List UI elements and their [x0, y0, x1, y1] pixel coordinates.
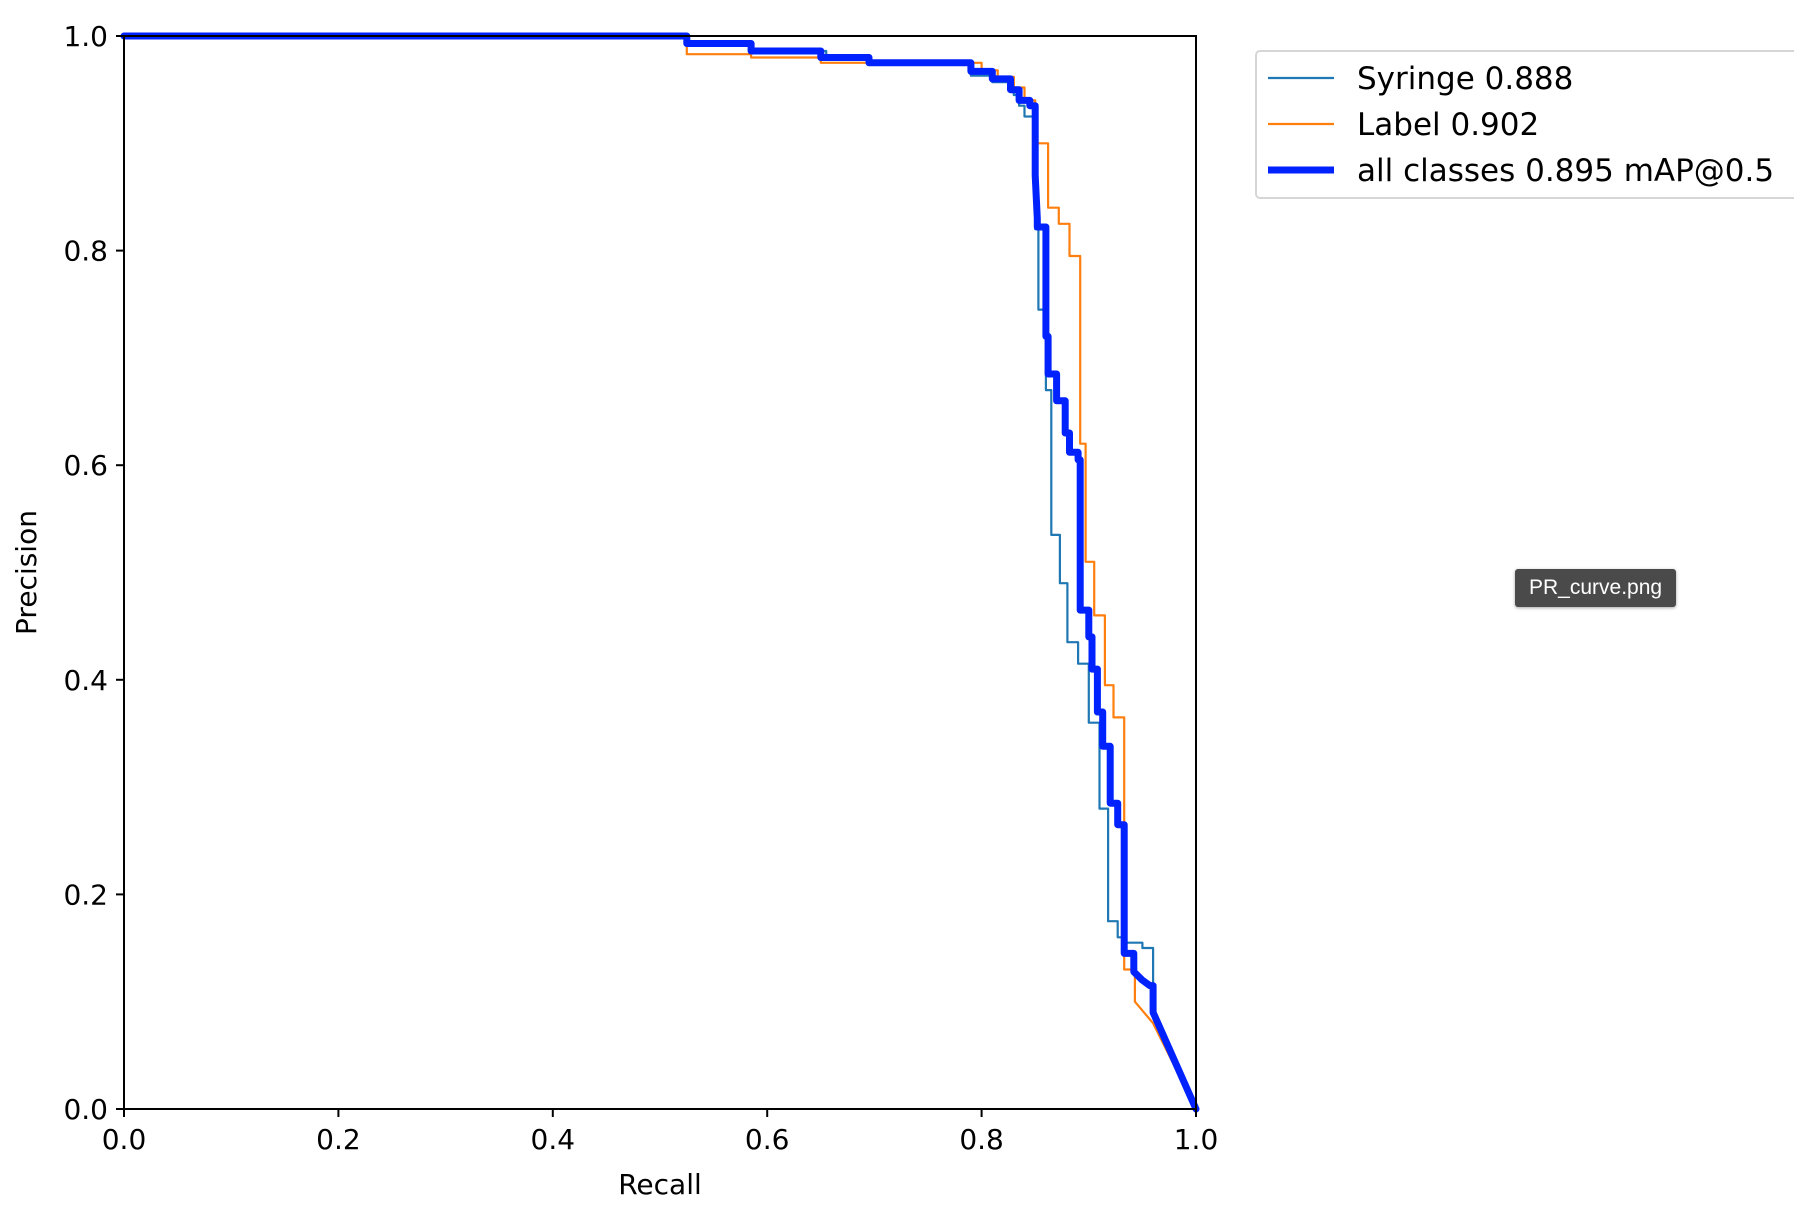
series-layer [120, 32, 1200, 1113]
tick-layer: 0.0 0.2 0.4 0.6 0.8 1.0 0.0 0.2 0.4 0.6 0.8 1.0 [63, 20, 1218, 1156]
x-axis-label: Recall [618, 1168, 702, 1201]
series-line-3 [120, 32, 1200, 1113]
series-line-2 [122, 34, 1198, 1111]
y-tick-label: 0.8 [63, 235, 108, 268]
x-tick-label: 0.4 [531, 1123, 576, 1156]
y-axis-label: Precision [10, 510, 43, 635]
legend-label-3: all classes 0.895 mAP@0.5 [1357, 153, 1774, 189]
y-tick-label: 1.0 [63, 20, 108, 53]
x-tick-label: 0.6 [745, 1123, 790, 1156]
legend-box [1255, 50, 1794, 199]
legend-label-2: Label 0.902 [1357, 107, 1539, 143]
x-tick-label: 0.0 [102, 1123, 147, 1156]
y-tick-label: 0.6 [63, 449, 108, 482]
x-tick-label: 1.0 [1174, 1123, 1219, 1156]
plot-frame [123, 35, 1197, 1110]
legend-label-1: Syringe 0.888 [1357, 61, 1573, 97]
y-tick-label: 0.0 [63, 1093, 108, 1126]
legend: Syringe 0.888 Label 0.902 all classes 0.89… [1255, 50, 1794, 199]
y-tick-label: 0.2 [63, 878, 108, 911]
x-tick-label: 0.8 [959, 1123, 1004, 1156]
y-tick-label: 0.4 [63, 664, 108, 697]
filename-tooltip: PR_curve.png [1515, 569, 1677, 607]
x-tick-label: 0.2 [316, 1123, 361, 1156]
